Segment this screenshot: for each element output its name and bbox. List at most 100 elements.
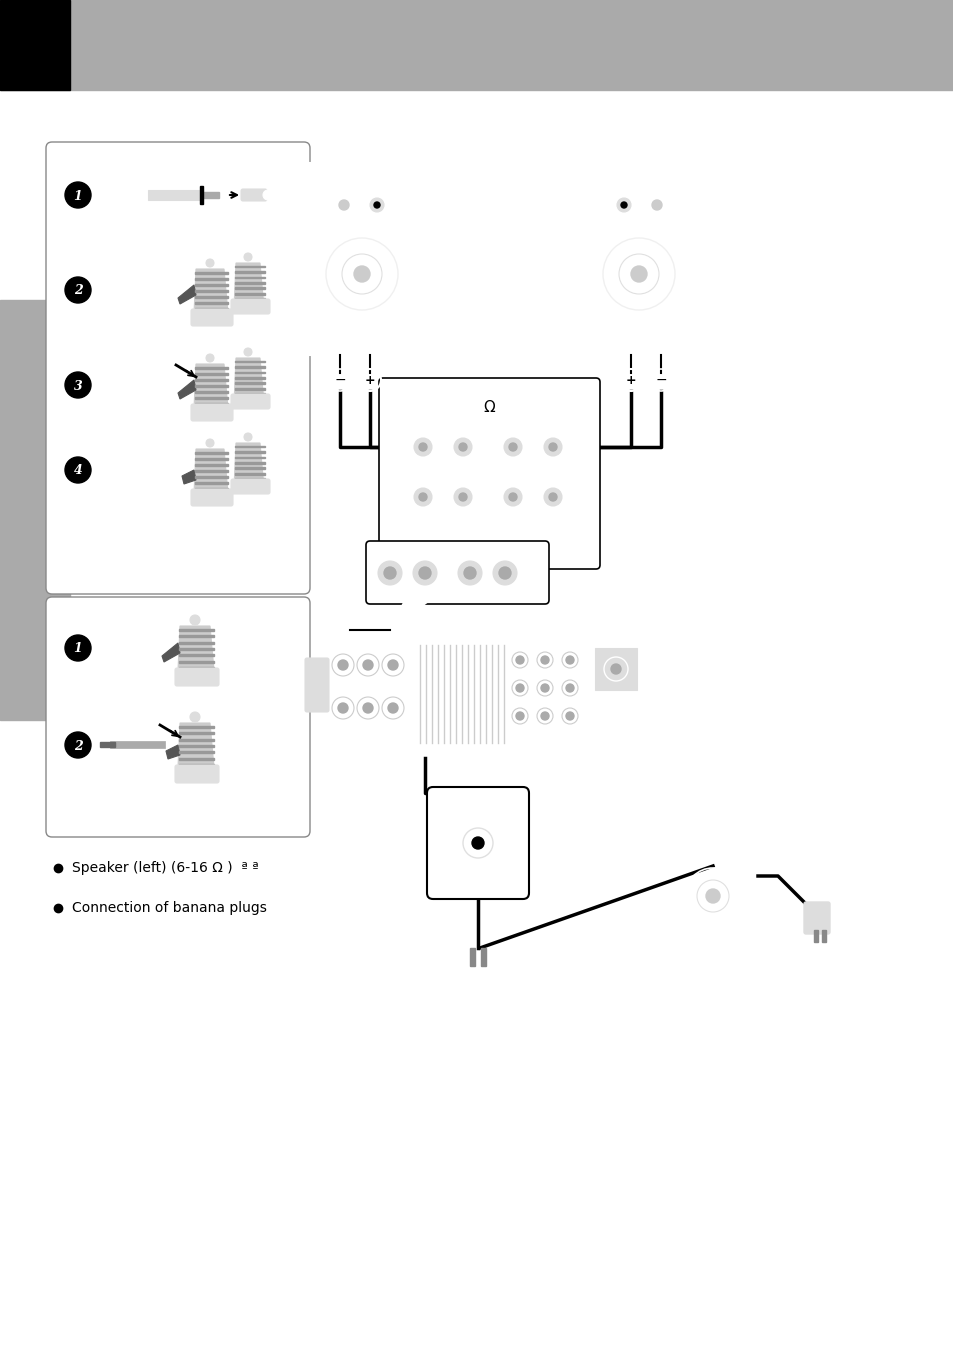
Bar bbox=[234, 393, 265, 394]
Bar bbox=[203, 192, 219, 199]
Bar bbox=[179, 758, 213, 759]
Circle shape bbox=[337, 661, 348, 670]
Bar bbox=[179, 739, 213, 740]
Text: 2: 2 bbox=[73, 285, 82, 297]
Circle shape bbox=[244, 434, 252, 440]
Text: +: + bbox=[364, 373, 375, 386]
FancyBboxPatch shape bbox=[803, 902, 829, 934]
Text: 3: 3 bbox=[73, 380, 82, 393]
Text: −: − bbox=[385, 547, 395, 559]
Circle shape bbox=[498, 567, 511, 580]
Bar bbox=[234, 282, 265, 284]
FancyBboxPatch shape bbox=[46, 142, 310, 594]
Bar bbox=[538, 740, 551, 750]
Circle shape bbox=[388, 703, 397, 713]
FancyBboxPatch shape bbox=[174, 667, 219, 686]
Bar bbox=[148, 190, 203, 200]
Circle shape bbox=[548, 443, 557, 451]
Polygon shape bbox=[566, 163, 711, 355]
Circle shape bbox=[610, 663, 620, 674]
Bar bbox=[821, 929, 825, 942]
Bar bbox=[194, 385, 228, 386]
Circle shape bbox=[374, 203, 379, 208]
Bar bbox=[179, 751, 213, 754]
Bar bbox=[0, 300, 70, 720]
Bar bbox=[194, 303, 228, 304]
Circle shape bbox=[384, 567, 395, 580]
Polygon shape bbox=[193, 363, 228, 407]
Bar bbox=[194, 272, 228, 274]
Bar bbox=[110, 740, 165, 748]
Bar bbox=[813, 929, 817, 942]
Circle shape bbox=[493, 561, 517, 585]
Circle shape bbox=[503, 438, 521, 457]
Bar bbox=[194, 378, 228, 381]
Bar bbox=[595, 648, 637, 690]
Bar bbox=[194, 367, 228, 369]
Circle shape bbox=[503, 488, 521, 507]
Circle shape bbox=[540, 684, 548, 692]
Bar bbox=[194, 482, 228, 484]
Polygon shape bbox=[178, 626, 213, 670]
Polygon shape bbox=[193, 269, 228, 311]
Bar bbox=[194, 488, 228, 490]
Bar bbox=[0, 0, 953, 91]
Bar bbox=[194, 290, 228, 292]
Text: 1: 1 bbox=[73, 189, 82, 203]
FancyBboxPatch shape bbox=[191, 309, 233, 326]
Bar bbox=[0, 0, 70, 91]
Text: 1: 1 bbox=[73, 643, 82, 655]
Text: −: − bbox=[655, 373, 666, 386]
Circle shape bbox=[516, 657, 523, 663]
Bar bbox=[194, 403, 228, 405]
Bar bbox=[179, 661, 213, 663]
Circle shape bbox=[65, 372, 91, 399]
Circle shape bbox=[65, 457, 91, 484]
Circle shape bbox=[705, 889, 720, 902]
Circle shape bbox=[338, 200, 349, 209]
Bar bbox=[480, 948, 485, 966]
Bar bbox=[200, 186, 203, 204]
Circle shape bbox=[617, 199, 630, 212]
Bar bbox=[194, 373, 228, 374]
Circle shape bbox=[509, 443, 517, 451]
Circle shape bbox=[620, 203, 626, 208]
Circle shape bbox=[190, 615, 200, 626]
FancyBboxPatch shape bbox=[427, 788, 529, 898]
Circle shape bbox=[206, 439, 213, 447]
Circle shape bbox=[244, 349, 252, 357]
Bar bbox=[100, 742, 115, 747]
FancyBboxPatch shape bbox=[231, 299, 270, 313]
Bar bbox=[179, 630, 213, 631]
Bar bbox=[234, 473, 265, 474]
Bar bbox=[179, 725, 213, 728]
Text: +: + bbox=[409, 547, 420, 559]
Polygon shape bbox=[182, 470, 195, 484]
Circle shape bbox=[65, 277, 91, 303]
Text: +: + bbox=[625, 373, 636, 386]
Bar bbox=[234, 266, 265, 267]
Circle shape bbox=[377, 561, 401, 585]
Bar bbox=[234, 272, 265, 273]
Bar bbox=[234, 372, 265, 373]
Circle shape bbox=[244, 253, 252, 261]
FancyBboxPatch shape bbox=[231, 480, 270, 494]
Polygon shape bbox=[633, 911, 687, 992]
Circle shape bbox=[370, 199, 384, 212]
Circle shape bbox=[516, 684, 523, 692]
Circle shape bbox=[414, 488, 432, 507]
Bar bbox=[470, 948, 475, 966]
Circle shape bbox=[354, 266, 370, 282]
Bar bbox=[179, 744, 213, 747]
Bar bbox=[179, 667, 213, 669]
Bar bbox=[234, 478, 265, 480]
Bar bbox=[234, 377, 265, 378]
Bar bbox=[455, 536, 471, 551]
Bar bbox=[588, 740, 600, 750]
Circle shape bbox=[458, 493, 467, 501]
Circle shape bbox=[65, 635, 91, 661]
Circle shape bbox=[337, 703, 348, 713]
Circle shape bbox=[388, 661, 397, 670]
Bar bbox=[234, 388, 265, 389]
Bar bbox=[234, 288, 265, 289]
